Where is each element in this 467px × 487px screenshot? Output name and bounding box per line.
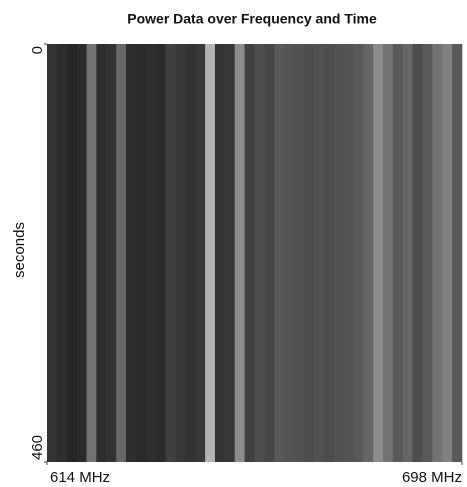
heatmap-column (284, 44, 295, 462)
heatmap-column (234, 44, 245, 462)
heatmap-column (135, 44, 147, 462)
heatmap-column (392, 44, 404, 462)
heatmap-column (47, 44, 58, 462)
heatmap-column (363, 44, 374, 462)
heatmap-column (185, 44, 196, 462)
heatmap-column (205, 44, 216, 462)
heatmap-column (155, 44, 166, 462)
heatmap-column (264, 44, 275, 462)
heatmap-column (452, 44, 463, 462)
heatmap-column (254, 44, 265, 462)
heatmap-column (294, 44, 305, 462)
heatmap-column (274, 44, 285, 462)
heatmap-column (313, 44, 324, 462)
heatmap-column (333, 44, 344, 462)
x-tick-label: 614 MHz (50, 469, 110, 486)
heatmap-column (343, 44, 354, 462)
heatmap-column (402, 44, 413, 462)
heatmap-column (303, 44, 315, 462)
heatmap-column (195, 44, 206, 462)
heatmap-column (323, 44, 334, 462)
heatmap-column (422, 44, 433, 462)
heatmap-column (145, 44, 156, 462)
heatmap-column (66, 44, 77, 462)
heatmap-column (412, 44, 423, 462)
heatmap-column (126, 44, 137, 462)
chart-title: Power Data over Frequency and Time (127, 11, 377, 27)
heatmap-column (214, 44, 226, 462)
x-tick-label: 698 MHz (402, 469, 462, 486)
heatmap-column (165, 44, 176, 462)
heatmap-column (432, 44, 443, 462)
heatmap-column (76, 44, 87, 462)
heatmap-column (382, 44, 394, 462)
heatmap-column (175, 44, 186, 462)
heatmap-column (224, 44, 236, 462)
y-axis-label: seconds (11, 222, 28, 278)
heatmap-column (373, 44, 384, 462)
y-tick-label: 0 (29, 46, 46, 54)
heatmap-column (106, 44, 117, 462)
heatmap-column (353, 44, 364, 462)
heatmap-column (86, 44, 97, 462)
heatmap-column (116, 44, 127, 462)
heatmap-column (56, 44, 68, 462)
y-tick-label: 460 (29, 435, 46, 460)
heatmap-column (96, 44, 107, 462)
heatmap-column (442, 44, 453, 462)
heatmap-column (244, 44, 255, 462)
